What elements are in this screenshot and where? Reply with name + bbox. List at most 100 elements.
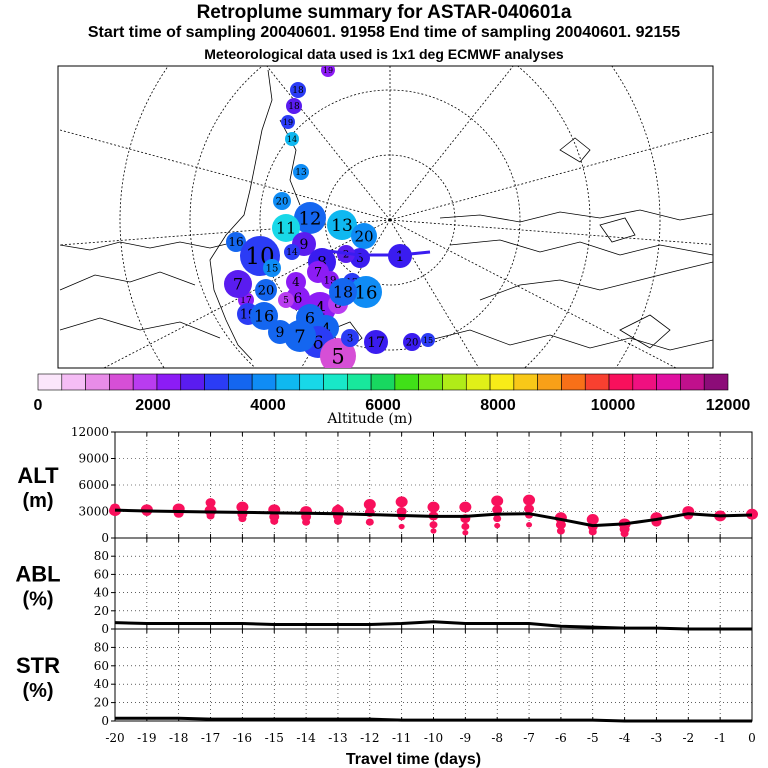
y-tick-label: 60 [94, 567, 109, 581]
altitude-sample-point [396, 507, 407, 516]
x-tick-label: -15 [265, 731, 284, 745]
x-tick-label: -17 [201, 731, 220, 745]
y-tick-label: 80 [94, 549, 109, 563]
x-tick-label: -18 [169, 731, 188, 745]
x-tick-label: -1 [714, 731, 726, 745]
altitude-sample-point [333, 517, 342, 525]
altitude-sample-point [461, 522, 470, 531]
altitude-sample-point [493, 514, 502, 523]
colorbar-swatch [442, 373, 467, 391]
x-axis-title: Travel time (days) [346, 751, 481, 768]
panel-alt: 0 3000 6000 9000 12000 ALT(m) [17, 425, 758, 545]
colorbar-tick-label: 6000 [365, 397, 401, 414]
altitude-sample-point [236, 501, 249, 513]
y-tick-label: 9000 [78, 452, 109, 466]
altitude-sample-point [302, 518, 311, 526]
altitude-sample-point [395, 496, 408, 508]
altitude-sample-point [620, 529, 629, 538]
y-axis-unit: (%) [22, 680, 53, 702]
colorbar-swatch [418, 373, 443, 391]
x-tick-label: -3 [651, 731, 663, 745]
colorbar-swatch [608, 373, 634, 391]
colorbar-swatch [323, 373, 348, 391]
sampling-time-subtitle: Start time of sampling 20040601. 91958 E… [87, 24, 681, 41]
cluster-label: 6 [294, 291, 303, 307]
x-tick-label: -14 [296, 731, 316, 745]
altitude-sample-point [491, 495, 504, 507]
colorbar-swatch [275, 373, 301, 391]
colorbar-swatch [132, 373, 158, 391]
colorbar-swatch [703, 373, 729, 391]
colorbar-tick-label: 2000 [135, 397, 171, 414]
x-tick-label: -19 [137, 731, 156, 745]
y-tick-label: 80 [94, 640, 109, 654]
y-tick-label: 60 [94, 659, 109, 673]
cluster-label: 19 [323, 66, 333, 75]
colorbar-tick-label: 0 [34, 397, 43, 414]
cluster-label: 19 [283, 118, 293, 127]
cluster-label: 3 [347, 334, 353, 345]
altitude-sample-point [556, 527, 565, 535]
x-tick-label: -20 [105, 731, 124, 745]
altitude-sample-point [363, 499, 376, 510]
cluster-label: 5 [283, 296, 289, 306]
colorbar-swatch [347, 373, 372, 391]
cluster-bubble: 9 [268, 320, 292, 344]
cluster-label: 13 [295, 168, 307, 178]
colorbar-tick-label: 12000 [706, 397, 751, 414]
cluster-label: 11 [276, 219, 296, 238]
cluster-bubble: 16 [250, 302, 278, 330]
cluster-bubble: 18 [329, 278, 357, 306]
x-tick-label: -16 [233, 731, 252, 745]
cluster-label: 6 [312, 332, 323, 353]
x-tick-label: 0 [748, 731, 756, 745]
cluster-bubble: 20 [255, 279, 277, 301]
cluster-label: 9 [276, 325, 285, 341]
map-frame [57, 65, 714, 369]
altitude-sample-point [462, 530, 469, 536]
colorbar-swatch [85, 373, 110, 391]
meteo-data-subtitle: Meteorological data used is 1x1 deg ECMW… [204, 46, 564, 62]
cluster-label: 14 [287, 135, 297, 144]
plot-title: Retroplume summary for ASTAR-040601a [196, 2, 572, 23]
colorbar-swatch [251, 373, 277, 391]
altitude-colorbar: 0 2000 4000 6000 8000 10000 12000 Altitude (m) [34, 373, 751, 427]
time-series-panels: 030006000900012000ALT(m)020406080ABL(%)0… [15, 425, 758, 768]
panel-frame [114, 628, 753, 722]
altitude-sample-point [205, 498, 216, 508]
cluster-label: 16 [254, 307, 274, 326]
y-tick-label: 12000 [71, 425, 109, 439]
altitude-sample-point [588, 528, 597, 536]
cluster-bubble: 20 [351, 223, 377, 249]
altitude-sample-point [365, 518, 374, 526]
cluster-bubble: 12 [294, 202, 326, 234]
cluster-bubble: 13 [327, 210, 357, 240]
cluster-bubble: 3 [341, 329, 359, 347]
x-tick-label: -2 [682, 731, 694, 745]
cluster-label: 17 [367, 335, 385, 351]
x-tick-label: -10 [424, 731, 443, 745]
cluster-label: 9 [300, 237, 309, 253]
cluster-bubble: 14 [284, 244, 300, 260]
cluster-label: 4 [292, 275, 300, 289]
altitude-sample-point [555, 520, 566, 530]
cluster-label: 19 [324, 276, 337, 287]
altitude-sample-point [586, 514, 599, 525]
colorbar-swatch [180, 373, 205, 391]
cluster-label: 18 [292, 86, 304, 96]
colorbar-swatch [656, 373, 681, 391]
y-tick-label: 40 [94, 677, 109, 691]
colorbar-swatch [156, 373, 182, 391]
altitude-sample-point [526, 522, 533, 528]
cluster-label: 16 [228, 235, 243, 249]
altitude-sample-point [206, 512, 215, 520]
cluster-bubble: 15 [421, 333, 435, 347]
altitude-sample-point [238, 514, 247, 523]
cluster-bubble: 7 [284, 320, 316, 352]
colorbar-swatch [204, 373, 229, 391]
y-axis-unit: (m) [22, 490, 53, 512]
x-tick-label: -12 [360, 731, 379, 745]
cluster-label: 20 [406, 338, 419, 349]
y-axis-title: STR [16, 653, 60, 678]
